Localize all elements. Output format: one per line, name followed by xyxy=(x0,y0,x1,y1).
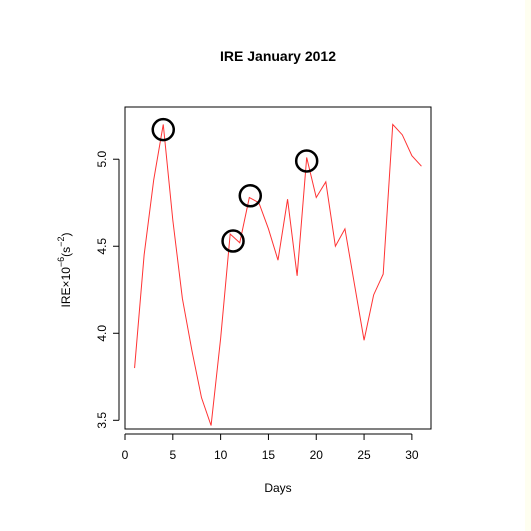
annotation-circle xyxy=(151,117,175,142)
x-axis: 0 5 10 15 20 25 30 xyxy=(122,433,419,462)
x-tick-label: 5 xyxy=(169,448,176,462)
x-tick-label: 25 xyxy=(357,448,371,462)
y-axis-title-base: 10 xyxy=(59,267,73,281)
y-axis-title-unit-close: ) xyxy=(59,233,73,237)
y-tick-label: 4.5 xyxy=(95,238,109,255)
x-tick-label: 0 xyxy=(122,448,129,462)
annotation-circle xyxy=(238,184,263,208)
y-axis-title-unit-open: (s xyxy=(59,247,73,257)
x-axis-title: Days xyxy=(264,481,291,495)
series-layer xyxy=(134,123,422,426)
x-tick-label: 10 xyxy=(214,448,228,462)
annotation-circle xyxy=(221,229,245,253)
y-tick-label: 3.5 xyxy=(95,412,109,429)
chart-title: IRE January 2012 xyxy=(220,48,336,64)
annotation-layer xyxy=(151,117,319,253)
x-tick-label: 30 xyxy=(405,448,419,462)
x-tick-label: 15 xyxy=(262,448,276,462)
y-axis-title-main: IRE xyxy=(59,287,73,307)
y-axis-title-times: × xyxy=(59,280,73,287)
plot-frame xyxy=(124,106,432,430)
y-tick-label: 5.0 xyxy=(95,151,109,168)
x-tick-label: 20 xyxy=(310,448,324,462)
y-axis: 3.5 4.0 4.5 5.0 xyxy=(95,151,120,429)
annotation-circle xyxy=(294,149,319,173)
y-tick-label: 4.0 xyxy=(95,325,109,342)
y-axis-title-unit-exponent: −2 xyxy=(56,237,66,247)
y-axis-title: IRE×10−6(s−2) xyxy=(56,233,73,308)
y-axis-title-exponent: −6 xyxy=(56,257,66,267)
series-line xyxy=(134,123,422,426)
